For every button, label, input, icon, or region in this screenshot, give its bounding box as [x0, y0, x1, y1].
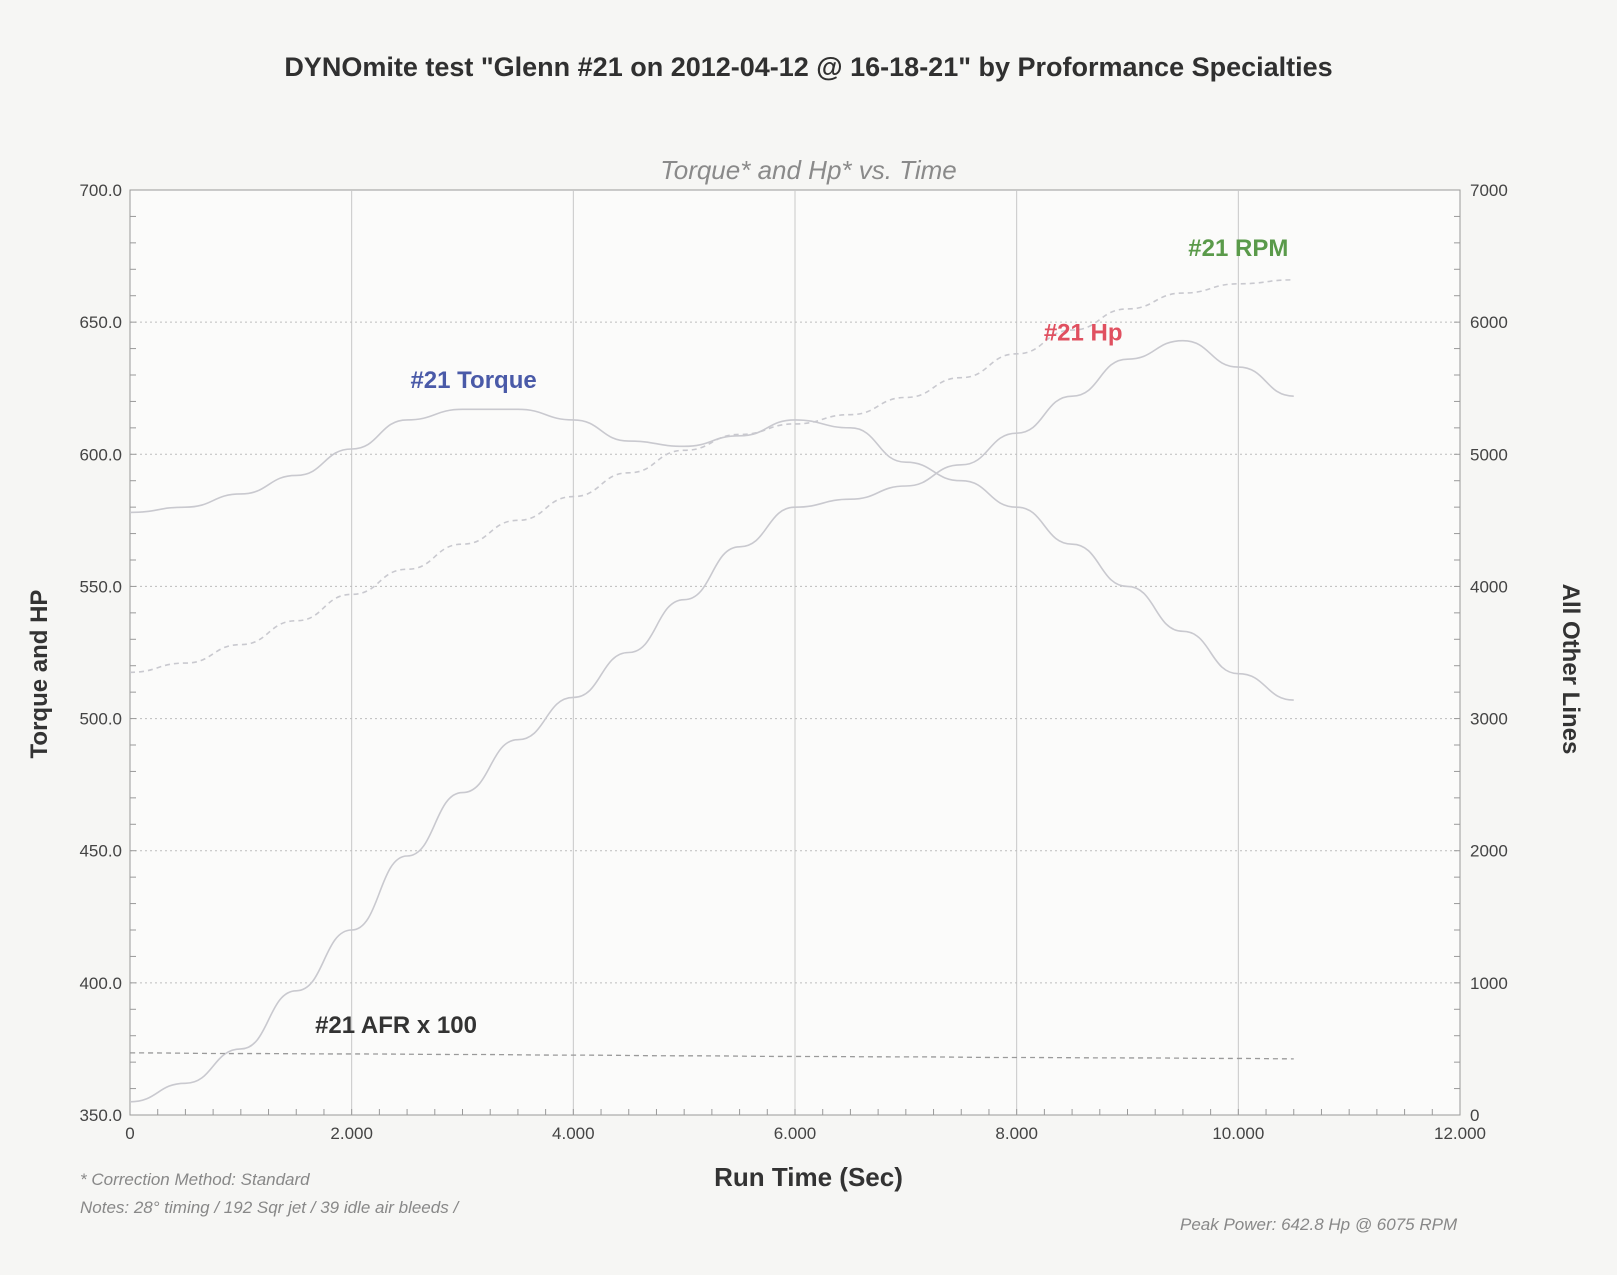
x-tick-label: 12.000 [1434, 1124, 1486, 1143]
series-label-21-rpm: #21 RPM [1188, 235, 1288, 262]
y-axis-left-title: Torque and HP [26, 589, 53, 759]
y-right-tick-label: 7000 [1470, 181, 1508, 200]
y-right-tick-label: 0 [1470, 1106, 1479, 1125]
series-label-21-hp: #21 Hp [1044, 320, 1123, 347]
y-left-tick-label: 450.0 [79, 842, 122, 861]
x-tick-label: 10.000 [1212, 1124, 1264, 1143]
page-title: DYNOmite test "Glenn #21 on 2012-04-12 @… [284, 52, 1333, 82]
y-left-tick-label: 600.0 [79, 445, 122, 464]
x-tick-label: 2.000 [330, 1124, 373, 1143]
y-left-tick-label: 350.0 [79, 1106, 122, 1125]
series-line-21-torque [129, 408, 1294, 701]
y-right-tick-label: 5000 [1470, 445, 1508, 464]
y-left-tick-label: 700.0 [79, 181, 122, 200]
y-left-tick-label: 400.0 [79, 974, 122, 993]
series-label-21-torque: #21 Torque [410, 367, 536, 394]
y-right-tick-label: 3000 [1470, 710, 1508, 729]
tuning-notes: Notes: 28° timing / 192 Sqr jet / 39 idl… [80, 1198, 459, 1217]
x-tick-label: 6.000 [774, 1124, 817, 1143]
y-left-tick-label: 650.0 [79, 313, 122, 332]
y-axis-right-title: All Other Lines [1557, 583, 1584, 755]
chart-subtitle: Torque* and Hp* vs. Time [660, 155, 957, 185]
y-right-tick-label: 4000 [1470, 577, 1508, 596]
correction-method-note: * Correction Method: Standard [80, 1170, 310, 1189]
series-line-21-hp [129, 339, 1294, 1103]
series-line-21-afr-x-100 [129, 1052, 1294, 1060]
y-right-tick-label: 1000 [1470, 974, 1508, 993]
peak-power-note: Peak Power: 642.8 Hp @ 6075 RPM [1180, 1215, 1458, 1234]
x-tick-label: 4.000 [552, 1124, 595, 1143]
x-tick-label: 0 [125, 1124, 134, 1143]
series-label-21-afr-x-100: #21 AFR x 100 [315, 1012, 477, 1039]
x-tick-label: 8.000 [995, 1124, 1038, 1143]
x-axis-title: Run Time (Sec) [714, 1162, 903, 1192]
y-right-tick-label: 2000 [1470, 842, 1508, 861]
y-left-tick-label: 500.0 [79, 710, 122, 729]
y-left-tick-label: 550.0 [79, 577, 122, 596]
y-right-tick-label: 6000 [1470, 313, 1508, 332]
